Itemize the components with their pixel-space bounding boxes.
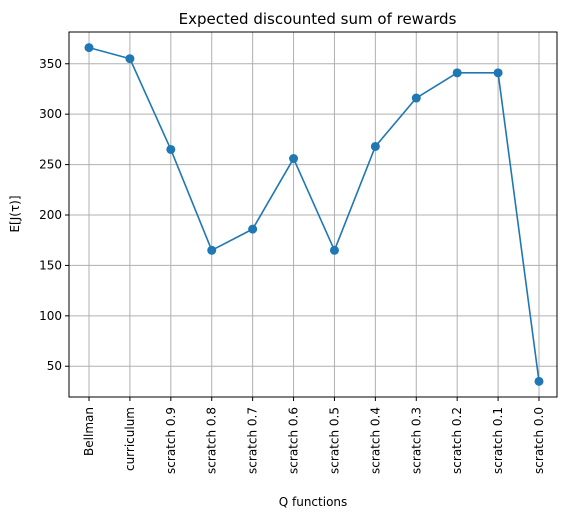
y-tick-label: 150 — [39, 258, 62, 272]
data-point — [166, 144, 176, 154]
data-point — [411, 93, 421, 103]
series-layer — [84, 43, 544, 386]
chart-title: Expected discounted sum of rewards — [179, 10, 457, 28]
data-point — [452, 68, 462, 78]
data-point — [493, 68, 503, 78]
y-axis-label: E[J(τ)] — [8, 195, 22, 232]
x-tick-label: scratch 0.1 — [491, 407, 505, 474]
data-point — [207, 245, 217, 255]
data-point — [370, 141, 380, 151]
y-tick-label: 300 — [39, 107, 62, 121]
x-tick-label: scratch 0.9 — [164, 407, 178, 474]
y-tick-label: 50 — [47, 359, 62, 373]
x-tick-label: scratch 0.7 — [246, 407, 260, 474]
y-axis-ticks: 50 100 150 200 250 300 350 — [39, 57, 69, 373]
data-point — [329, 245, 339, 255]
x-tick-label: scratch 0.2 — [450, 407, 464, 474]
y-tick-label: 350 — [39, 57, 62, 71]
data-point — [248, 224, 258, 234]
y-tick-label: 200 — [39, 208, 62, 222]
data-point — [534, 376, 544, 386]
series-line — [88, 46, 540, 382]
data-point — [289, 154, 299, 164]
x-tick-label: scratch 0.6 — [287, 407, 301, 474]
grid — [69, 32, 557, 397]
x-tick-label: scratch 0.5 — [327, 407, 341, 474]
y-tick-label: 250 — [39, 158, 62, 172]
x-tick-label: Bellman — [82, 407, 96, 456]
x-tick-label: curriculum — [123, 407, 137, 471]
x-axis-ticks: Bellman curriculum scratch 0.9 scratch 0.8 s… — [82, 397, 546, 474]
x-tick-label: scratch 0.8 — [205, 407, 219, 474]
x-tick-label: scratch 0.0 — [532, 407, 546, 474]
x-tick-label: scratch 0.4 — [368, 407, 382, 474]
x-axis-label: Q functions — [279, 495, 348, 509]
y-tick-label: 100 — [39, 309, 62, 323]
x-tick-label: scratch 0.3 — [409, 407, 423, 474]
plot-frame — [68, 31, 558, 398]
data-point — [84, 43, 94, 53]
data-point — [125, 54, 135, 64]
